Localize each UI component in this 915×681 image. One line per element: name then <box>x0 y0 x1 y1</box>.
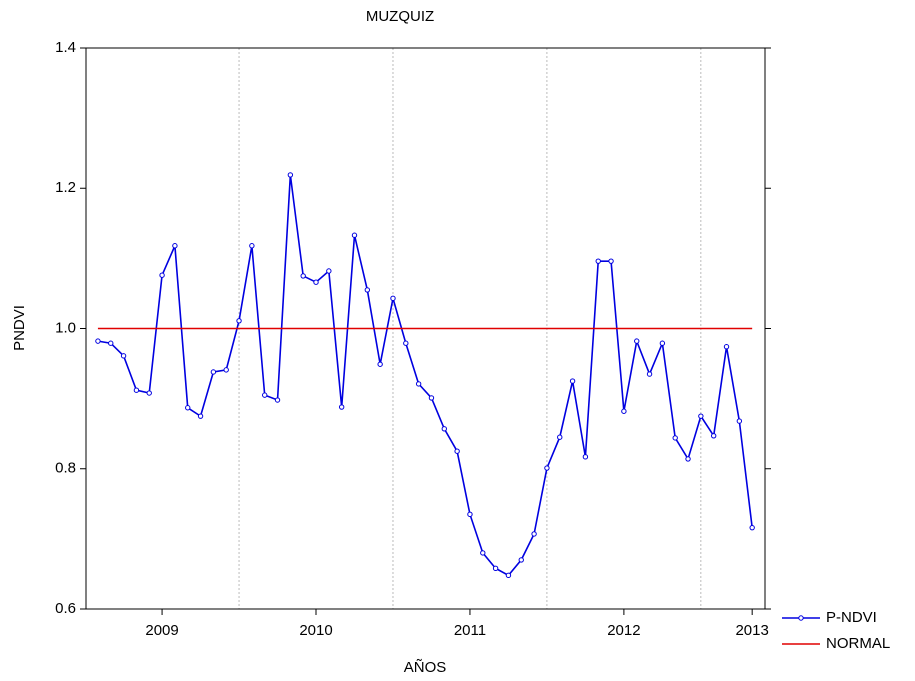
point <box>338 404 345 410</box>
point <box>377 361 383 367</box>
point <box>313 279 319 285</box>
y-tick-label: 1.2 <box>55 179 76 196</box>
point <box>736 418 743 424</box>
point <box>120 353 127 359</box>
point <box>621 408 627 414</box>
x-axis-label: AÑOS <box>404 659 447 676</box>
y-tick-label: 1.4 <box>55 39 76 56</box>
point <box>505 572 512 579</box>
point <box>172 243 178 249</box>
series-line <box>97 174 753 577</box>
point <box>557 434 563 440</box>
point <box>467 511 473 518</box>
point <box>518 557 524 563</box>
point <box>287 172 294 178</box>
chart-title: MUZQUIZ <box>366 8 434 25</box>
point <box>223 367 229 373</box>
point <box>749 524 755 531</box>
point <box>236 318 242 324</box>
point <box>185 405 191 411</box>
point <box>415 381 422 387</box>
legend-label: P-NDVI <box>826 609 877 626</box>
point <box>274 397 281 403</box>
x-tick-label: 2011 <box>454 622 486 639</box>
x-tick-label: 2009 <box>145 622 178 639</box>
point <box>595 258 601 264</box>
point <box>569 378 576 384</box>
y-tick-label: 0.8 <box>55 460 76 477</box>
point <box>480 550 486 556</box>
y-tick-label: 1.0 <box>55 319 76 336</box>
legend-marker <box>798 615 804 621</box>
point <box>492 565 499 572</box>
point <box>261 392 268 398</box>
point <box>582 454 589 460</box>
point <box>159 272 165 278</box>
point <box>608 258 614 264</box>
point <box>146 390 152 396</box>
point <box>685 456 691 462</box>
point <box>428 395 435 401</box>
point <box>95 338 101 344</box>
point <box>646 371 653 377</box>
point <box>364 287 371 293</box>
point <box>300 273 306 279</box>
point <box>659 340 666 346</box>
point <box>210 369 217 375</box>
point <box>351 232 358 238</box>
point <box>544 465 550 471</box>
point <box>390 295 396 302</box>
x-tick-label: 2012 <box>607 622 640 639</box>
legend-label: NORMAL <box>826 635 890 652</box>
point <box>441 426 447 432</box>
point <box>672 435 678 441</box>
point <box>723 344 730 350</box>
point <box>108 340 114 346</box>
y-axis-label: PNDVI <box>11 305 28 351</box>
point <box>197 413 204 419</box>
point <box>698 413 704 419</box>
x-tick-label: 2013 <box>735 622 768 639</box>
x-tick-label: 2010 <box>299 622 332 639</box>
point <box>634 338 640 344</box>
point <box>249 243 255 249</box>
point <box>531 531 537 537</box>
point <box>710 433 717 439</box>
point <box>454 448 460 454</box>
point <box>133 387 140 393</box>
point <box>403 340 409 346</box>
plot-frame <box>85 47 766 610</box>
y-tick-label: 0.6 <box>55 600 76 617</box>
point <box>326 268 332 274</box>
